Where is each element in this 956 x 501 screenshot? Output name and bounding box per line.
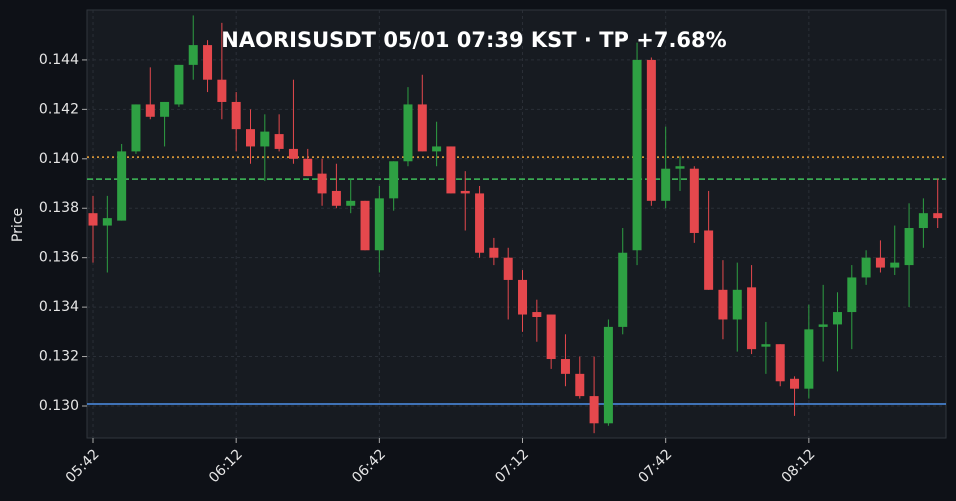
candle-body — [417, 104, 427, 152]
candle-body — [532, 312, 542, 318]
candle-body — [761, 344, 771, 347]
y-tick-label: 0.134 — [39, 299, 79, 315]
candle-body — [331, 190, 341, 206]
candle-body — [518, 279, 528, 315]
candle-body — [360, 200, 370, 251]
candle-body — [661, 168, 671, 201]
candle-body — [460, 190, 470, 194]
plot-area — [86, 9, 947, 439]
y-tick-label: 0.136 — [39, 250, 79, 266]
candle-body — [832, 312, 842, 325]
candle-body — [346, 200, 356, 206]
y-tick-label: 0.140 — [39, 151, 79, 167]
y-tick-label: 0.138 — [39, 200, 79, 216]
chart-title: NAORISUSDT 05/01 07:39 KST · TP +7.68% — [221, 28, 726, 52]
y-tick-label: 0.130 — [39, 398, 79, 414]
plot-layer — [82, 10, 946, 443]
candle-body — [575, 373, 585, 397]
candle-body — [704, 230, 714, 290]
candle-body — [160, 101, 170, 117]
candle-body — [117, 151, 127, 221]
candle-body — [489, 247, 499, 258]
candle-body — [102, 218, 112, 226]
candle-body — [432, 146, 442, 152]
candle-body — [245, 129, 255, 147]
candle-body — [403, 104, 413, 162]
candle-body — [875, 257, 885, 268]
candle-body — [260, 131, 270, 147]
candle-body — [747, 287, 757, 350]
candle-body — [374, 198, 384, 251]
candle-body — [174, 64, 184, 105]
candle-body — [732, 289, 742, 320]
candle-body — [718, 289, 728, 320]
candle-body — [933, 213, 943, 219]
candle-body — [446, 146, 456, 194]
candle-body — [475, 193, 485, 253]
candle-body — [847, 277, 857, 313]
candle-body — [603, 326, 613, 424]
candle-body — [560, 359, 570, 374]
candle-body — [145, 104, 155, 117]
candle-body — [217, 79, 227, 102]
candle-body — [904, 228, 914, 266]
candle-body — [618, 252, 628, 327]
candle-body — [632, 59, 642, 251]
candle-body — [503, 257, 513, 280]
candle-body — [918, 213, 928, 229]
candle-body — [675, 166, 685, 169]
candle-body — [88, 213, 98, 226]
candle-body — [274, 134, 284, 149]
candle-body — [861, 257, 871, 278]
candle-body — [303, 158, 313, 177]
candle-body — [818, 324, 828, 327]
candle-body — [804, 329, 814, 389]
candle-body — [231, 101, 241, 130]
candle-body — [775, 344, 785, 382]
candle-body — [790, 378, 800, 389]
candle-body — [389, 161, 399, 199]
y-tick-label: 0.144 — [39, 52, 79, 68]
candle-body — [589, 396, 599, 424]
candle-body — [646, 59, 656, 201]
candle-body — [890, 262, 900, 268]
candle-body — [689, 168, 699, 233]
candle-body — [546, 314, 556, 360]
y-axis-label: Price — [10, 208, 26, 242]
candle-body — [317, 173, 327, 194]
y-tick-label: 0.132 — [39, 349, 79, 365]
candle-body — [288, 148, 298, 159]
candle-body — [131, 104, 141, 152]
y-tick-label: 0.142 — [39, 101, 79, 117]
candle-body — [188, 45, 198, 65]
candle-body — [203, 45, 213, 80]
